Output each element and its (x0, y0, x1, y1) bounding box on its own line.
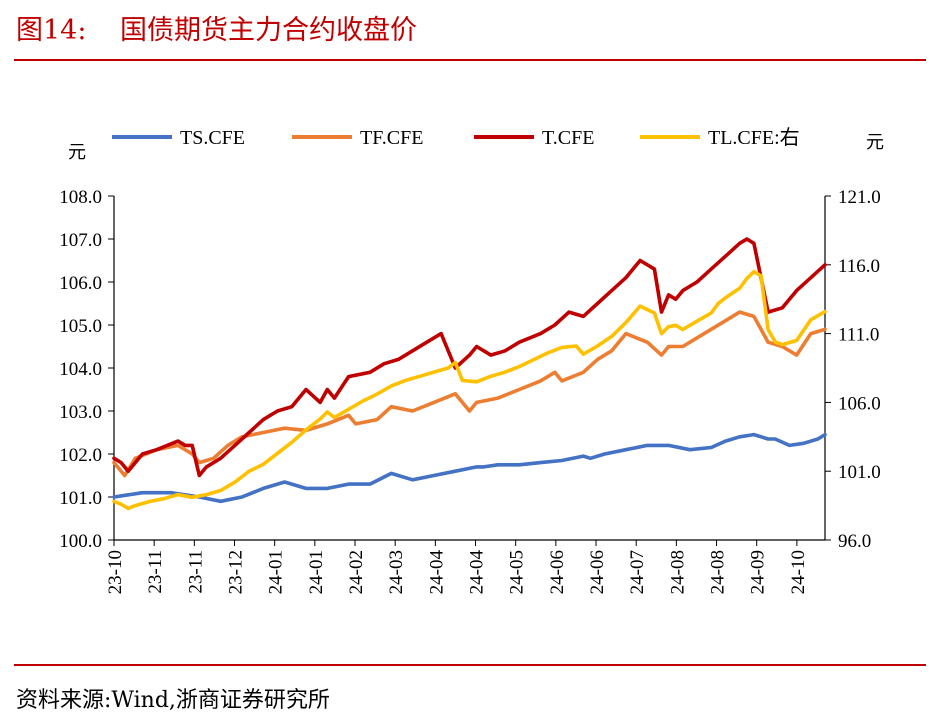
x-tick-label: 23-10 (105, 550, 126, 594)
figure-title: 国债期货主力合约收盘价 (120, 15, 417, 46)
x-tick-label: 24-08 (708, 550, 729, 594)
x-tick-label: 24-09 (748, 550, 769, 594)
left-axis-unit: 元 (68, 142, 86, 163)
right-tick-label: 96.0 (838, 531, 871, 552)
left-tick-label: 101.0 (59, 488, 102, 509)
x-tick-label: 24-05 (507, 550, 528, 594)
header-rule (14, 59, 926, 61)
series-line-tf (112, 310, 827, 478)
right-tick-label: 111.0 (838, 325, 879, 346)
left-axis-ticks: 100.0 101.0 102.0 103.0 104.0 105.0 106.… (59, 187, 114, 552)
x-tick-label: 24-04 (467, 550, 488, 595)
legend-label-tf: TF.CFE (360, 127, 423, 149)
figure-number: 图14: (16, 15, 87, 46)
right-tick-label: 121.0 (838, 187, 881, 208)
x-tick-label: 24-10 (788, 550, 809, 594)
x-tick-label: 23-12 (226, 550, 247, 594)
series-group (112, 237, 827, 511)
left-tick-label: 107.0 (59, 230, 102, 251)
right-tick-label: 101.0 (838, 462, 881, 483)
right-axis-unit: 元 (866, 132, 884, 153)
left-tick-label: 104.0 (59, 359, 102, 380)
left-tick-label: 108.0 (59, 187, 102, 208)
x-tick-label: 24-03 (386, 550, 407, 594)
x-tick-label: 23-11 (185, 550, 206, 594)
x-tick-label: 24-01 (266, 550, 287, 594)
right-tick-label: 116.0 (838, 256, 880, 277)
x-tick-label: 23-11 (145, 550, 166, 594)
left-tick-label: 103.0 (59, 402, 102, 423)
left-tick-label: 106.0 (59, 273, 102, 294)
legend-label-t: T.CFE (542, 127, 594, 149)
line-chart: TS.CFE TF.CFE T.CFE TL.CFE:右 元 元 100.0 1… (59, 126, 884, 594)
legend-label-ts: TS.CFE (180, 127, 245, 149)
left-tick-label: 105.0 (59, 316, 102, 337)
left-tick-label: 100.0 (59, 531, 102, 552)
x-tick-label: 24-08 (667, 550, 688, 594)
x-tick-label: 24-02 (346, 550, 367, 594)
legend: TS.CFE TF.CFE T.CFE TL.CFE:右 (112, 126, 800, 149)
x-tick-label: 24-04 (426, 550, 447, 595)
series-line-ts (112, 432, 827, 504)
series-line-t (112, 237, 827, 478)
series-line-tl (112, 269, 827, 511)
x-tick-label: 24-06 (547, 550, 568, 594)
footer-rule (14, 664, 926, 666)
left-tick-label: 102.0 (59, 445, 102, 466)
x-tick-label: 24-01 (306, 550, 327, 594)
legend-label-tl: TL.CFE:右 (708, 126, 800, 149)
x-tick-label: 24-07 (627, 550, 648, 594)
right-tick-label: 106.0 (838, 393, 881, 414)
source-note: 资料来源:Wind,浙商证券研究所 (16, 688, 330, 713)
right-axis-ticks: 96.0 101.0 106.0 111.0 116.0 121.0 (825, 187, 881, 552)
x-axis-ticks: 23-10 23-11 23-11 23-12 24-01 24-01 24-0… (105, 540, 809, 594)
x-tick-label: 24-06 (587, 550, 608, 594)
figure-header: 图14: 国债期货主力合约收盘价 (0, 0, 932, 60)
